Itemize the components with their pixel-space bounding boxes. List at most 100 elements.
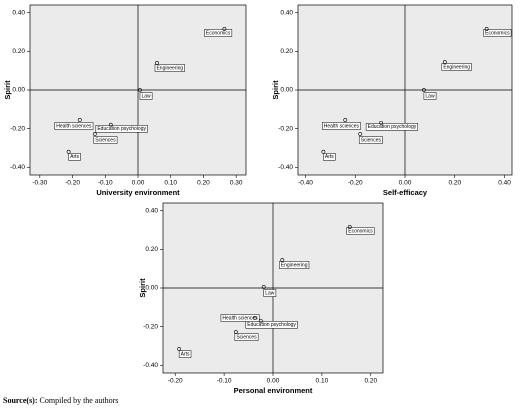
point (258, 318, 263, 323)
point (280, 258, 285, 262)
label-box (245, 321, 298, 329)
label-box (423, 92, 437, 100)
point-label: Health sciences (220, 314, 260, 322)
x-tick-label: 0.40 (498, 180, 511, 187)
label-box (154, 64, 185, 72)
label-box (93, 136, 118, 144)
label-box (139, 92, 153, 100)
point (261, 285, 266, 289)
point-label: Law (139, 92, 153, 100)
y-tick-label: 0.40 (145, 207, 158, 214)
point (347, 225, 352, 229)
label-box (365, 123, 419, 131)
point-label: Arts (323, 153, 336, 161)
point (442, 60, 447, 64)
x-tick-label: 0.20 (364, 378, 377, 385)
point-label: Sciences (234, 333, 259, 341)
x-tick-label: -0.40 (298, 180, 313, 187)
x-tick-label: 0.00 (132, 180, 145, 187)
point-label-text: Law (265, 290, 275, 296)
y-tick-label: -0.20 (10, 125, 25, 132)
y-tick-label: 0.00 (280, 87, 293, 94)
point-label: Law (423, 92, 437, 100)
point-label-text: Arts (325, 154, 334, 160)
point-label: Economics (483, 29, 512, 37)
label-box (346, 227, 375, 235)
x-tick-label: -0.20 (65, 180, 80, 187)
x-tick-label: -0.10 (98, 180, 113, 187)
point-label: Health sciences (322, 122, 361, 130)
x-axis-title: Self-efficacy (383, 188, 428, 197)
y-tick-label: 0.40 (12, 9, 25, 16)
y-tick-label: -0.40 (10, 164, 25, 171)
point-label-text: Health sciences (324, 123, 360, 129)
point-label-text: Health sciences (222, 315, 258, 321)
x-tick-label: -0.30 (32, 180, 47, 187)
point-label-text: Health sciences (56, 123, 92, 129)
point-label: Education psychology (95, 125, 148, 133)
x-axis-title: University environment (96, 188, 180, 197)
point-label-text: Economics (348, 228, 373, 234)
label-box (95, 125, 148, 133)
point (77, 118, 82, 122)
y-axis-title: Spirit (271, 80, 280, 100)
point (379, 120, 384, 125)
point (66, 149, 71, 154)
point-label-text: Sciences (95, 137, 116, 143)
point-label: Sciences (358, 136, 383, 144)
point-label: Engineering (154, 64, 185, 72)
label-box (358, 136, 383, 144)
y-tick-label: 0.40 (280, 9, 293, 16)
point-label: Health sciences (54, 122, 94, 130)
point-label-text: Law (141, 93, 151, 99)
point-label: Economics (204, 29, 233, 37)
y-tick-label: 0.00 (145, 285, 158, 292)
point-label: Arts (178, 350, 192, 358)
y-tick-label: 0.20 (145, 246, 158, 253)
source-note: Source(s): Compiled by the authors (3, 396, 118, 405)
label-box (234, 333, 259, 341)
point (422, 88, 426, 92)
point-label: Sciences (93, 136, 118, 144)
x-tick-label: 0.10 (164, 180, 177, 187)
x-tick-label: -0.20 (348, 180, 363, 187)
point-label: Law (263, 289, 277, 297)
point-label-text: Economics (485, 30, 510, 36)
point (233, 330, 238, 334)
label-box (441, 63, 472, 71)
y-tick-label: -0.40 (143, 362, 158, 369)
x-tick-label: 0.20 (448, 180, 461, 187)
point-label-text: Education psychology (247, 322, 296, 328)
y-tick-label: 0.20 (280, 48, 293, 55)
point-label: Engineering (279, 261, 310, 269)
label-box (322, 122, 361, 130)
label-box (204, 29, 233, 37)
point (108, 122, 113, 127)
point (177, 347, 182, 351)
label-box (263, 289, 277, 297)
point-label-text: Education psychology (368, 124, 417, 130)
point-label-text: Engineering (281, 262, 308, 268)
y-tick-label: 0.20 (12, 48, 25, 55)
point-label: Education psychology (365, 123, 419, 131)
point (484, 27, 489, 31)
x-axis-title: Personal environment (234, 386, 313, 395)
source-label: Source(s): (3, 396, 38, 405)
label-box (279, 261, 310, 269)
label-box (323, 153, 336, 161)
y-tick-label: -0.20 (143, 323, 158, 330)
source-text: Compiled by the authors (40, 396, 119, 405)
point (155, 61, 159, 65)
point (138, 88, 142, 92)
y-tick-label: -0.40 (278, 164, 293, 171)
y-tick-label: 0.00 (12, 87, 25, 94)
point-label-text: Law (425, 93, 435, 99)
x-tick-label: 0.00 (267, 378, 280, 385)
point (358, 132, 363, 136)
label-box (54, 122, 94, 130)
point (343, 118, 348, 122)
point (321, 149, 326, 154)
point (253, 316, 257, 320)
point (92, 132, 97, 136)
